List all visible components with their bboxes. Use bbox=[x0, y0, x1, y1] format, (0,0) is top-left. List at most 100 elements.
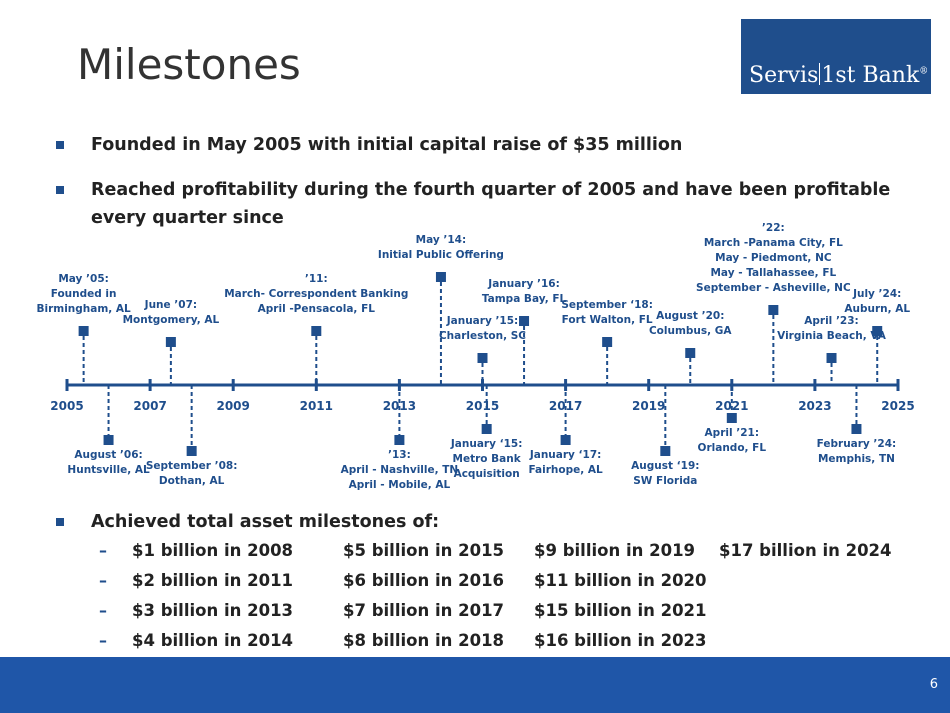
bullet-square-icon bbox=[56, 141, 64, 149]
milestone-label-line: January ‘15: bbox=[450, 438, 523, 450]
milestone-label-line: May - Piedmont, NC bbox=[715, 252, 832, 264]
milestone-below: September ’08: Dothan, AL bbox=[146, 459, 238, 489]
milestone-marker bbox=[78, 326, 89, 336]
milestone-below: January ‘17: Fairhope, AL bbox=[528, 448, 602, 478]
milestone-label-line: May ’05: bbox=[58, 273, 109, 285]
logo-part1: Servis bbox=[749, 63, 819, 88]
milestone-marker bbox=[186, 446, 197, 456]
milestone-above: May ’14: Initial Public Offering bbox=[378, 233, 504, 263]
milestone-label-line: March- Correspondent Banking bbox=[224, 288, 409, 300]
milestone-label-line: April -Pensacola, FL bbox=[257, 303, 375, 315]
milestone-label-line: January ’16: bbox=[488, 278, 560, 290]
milestone-label-line: Metro Bank bbox=[452, 453, 521, 465]
milestone-label-line: June ’07: bbox=[144, 299, 198, 311]
milestone-marker bbox=[851, 424, 862, 434]
milestone-label-line: September ’08: bbox=[145, 460, 238, 472]
milestone-marker bbox=[519, 316, 530, 326]
milestone-label-line: Initial Public Offering bbox=[377, 249, 504, 261]
milestone-label-line: September ‘18: bbox=[561, 299, 653, 311]
milestone-label-line: March -Panama City, FL bbox=[703, 237, 843, 249]
milestone-below: August ‘19: SW Florida bbox=[631, 459, 699, 489]
bullet-text-line2: every quarter since bbox=[91, 208, 284, 228]
logo-mark: ® bbox=[919, 66, 929, 77]
asset-milestone-item: $1 billion in 2008 bbox=[132, 541, 294, 560]
timeline-year-label: 2025 bbox=[881, 399, 914, 413]
milestone-marker bbox=[394, 435, 405, 445]
milestone-below: August ’06: Huntsville, AL bbox=[67, 448, 149, 478]
bullet-square-icon bbox=[56, 186, 64, 194]
milestone-label-line: May - Tallahassee, FL bbox=[710, 267, 837, 279]
milestone-label-line: ’13: bbox=[387, 449, 411, 461]
milestone-above: August ’20: Columbus, GA bbox=[649, 309, 732, 339]
milestone-label-line: Auburn, AL bbox=[844, 303, 911, 315]
milestone-marker bbox=[660, 446, 671, 456]
asset-milestone-item: $9 billion in 2019 bbox=[534, 541, 696, 560]
milestone-above: September ‘18: Fort Walton, FL bbox=[561, 298, 653, 328]
milestone-label-line: Columbus, GA bbox=[648, 325, 732, 337]
milestone-above: ’22: March -Panama City, FL May - Piedmont… bbox=[696, 221, 851, 296]
milestone-label-line: Birmingham, AL bbox=[36, 303, 131, 315]
milestone-above: July ’24: Auburn, AL bbox=[844, 287, 910, 317]
milestone-label-line: January ‘17: bbox=[529, 449, 602, 461]
milestone-below: February ’24: Memphis, TN bbox=[817, 437, 897, 467]
milestone-label-line: February ’24: bbox=[816, 438, 897, 450]
milestone-label-line: Montgomery, AL bbox=[122, 314, 220, 326]
milestone-label-line: Orlando, FL bbox=[697, 442, 767, 454]
logo-text: Servis 1st Bank® bbox=[749, 63, 928, 88]
dash-bullet-icon: – bbox=[99, 571, 107, 590]
bullet-text-line1: Reached profitability during the fourth … bbox=[91, 180, 891, 200]
milestone-label-line: Virginia Beach, VA bbox=[777, 330, 886, 342]
logo-part2: 1st Bank bbox=[821, 63, 920, 88]
milestone-above: January ’15: Charleston, SC bbox=[439, 314, 526, 344]
milestone-label-line: Charleston, SC bbox=[438, 330, 527, 342]
milestone-above: June ’07: Montgomery, AL bbox=[123, 298, 220, 328]
asset-milestone-item: $11 billion in 2020 bbox=[534, 571, 707, 590]
milestone-label-line: August ‘19: bbox=[631, 460, 700, 472]
milestone-label-line: July ’24: bbox=[853, 288, 902, 300]
milestone-label-line: Fairhope, AL bbox=[528, 464, 603, 476]
milestone-marker bbox=[103, 435, 114, 445]
milestone-label-line: January ’15: bbox=[446, 315, 519, 327]
asset-milestone-item: $4 billion in 2014 bbox=[132, 631, 294, 650]
assets-heading: Achieved total asset milestones of: bbox=[91, 512, 440, 532]
milestone-above: ’11: March- Correspondent Banking April -P… bbox=[224, 272, 408, 317]
dash-bullet-icon: – bbox=[99, 631, 107, 650]
timeline-year-label: 2011 bbox=[300, 399, 333, 413]
page-number: 6 bbox=[929, 677, 938, 692]
milestone-label-line: August ’06: bbox=[74, 449, 143, 461]
footer-bar: 6 bbox=[0, 657, 950, 713]
milestone-above: April ’23: Virginia Beach, VA bbox=[777, 314, 886, 344]
dash-bullet-icon: – bbox=[99, 541, 107, 560]
milestone-marker bbox=[477, 353, 488, 363]
milestone-marker bbox=[726, 413, 737, 423]
milestone-label-line: Tampa Bay, FL bbox=[481, 293, 567, 305]
milestone-marker bbox=[826, 353, 837, 363]
bank-logo: Servis 1st Bank® bbox=[741, 19, 931, 94]
milestone-label-line: April ’23: bbox=[804, 315, 859, 327]
milestone-above: January ’16: Tampa Bay, FL bbox=[482, 277, 566, 307]
milestone-label-line: April - Mobile, AL bbox=[348, 479, 451, 491]
milestone-marker bbox=[435, 272, 446, 282]
milestone-label-line: Acquisition bbox=[453, 468, 520, 480]
milestone-label-line: Memphis, TN bbox=[817, 453, 895, 465]
milestone-marker bbox=[560, 435, 571, 445]
dash-bullet-icon: – bbox=[99, 601, 107, 620]
milestone-marker bbox=[481, 424, 492, 434]
milestone-label-line: Dothan, AL bbox=[158, 475, 225, 487]
timeline-year-label: 2015 bbox=[466, 399, 499, 413]
timeline-year-label: 2023 bbox=[798, 399, 831, 413]
milestone-label-line: Huntsville, AL bbox=[67, 464, 150, 476]
milestone-marker bbox=[768, 305, 779, 315]
asset-milestone-item: $2 billion in 2011 bbox=[132, 571, 294, 590]
milestone-label-line: May ’14: bbox=[415, 234, 467, 246]
asset-milestone-item: $7 billion in 2017 bbox=[343, 601, 505, 620]
milestone-marker bbox=[165, 337, 176, 347]
milestone-marker bbox=[872, 326, 883, 336]
milestone-marker bbox=[685, 348, 696, 358]
timeline-year-label: 2019 bbox=[632, 399, 665, 413]
milestone-label-line: ’11: bbox=[304, 273, 328, 285]
timeline-year-label: 2005 bbox=[50, 399, 83, 413]
milestone-label-line: August ’20: bbox=[656, 310, 725, 322]
milestone-marker bbox=[602, 337, 613, 347]
timeline-year-label: 2007 bbox=[133, 399, 166, 413]
